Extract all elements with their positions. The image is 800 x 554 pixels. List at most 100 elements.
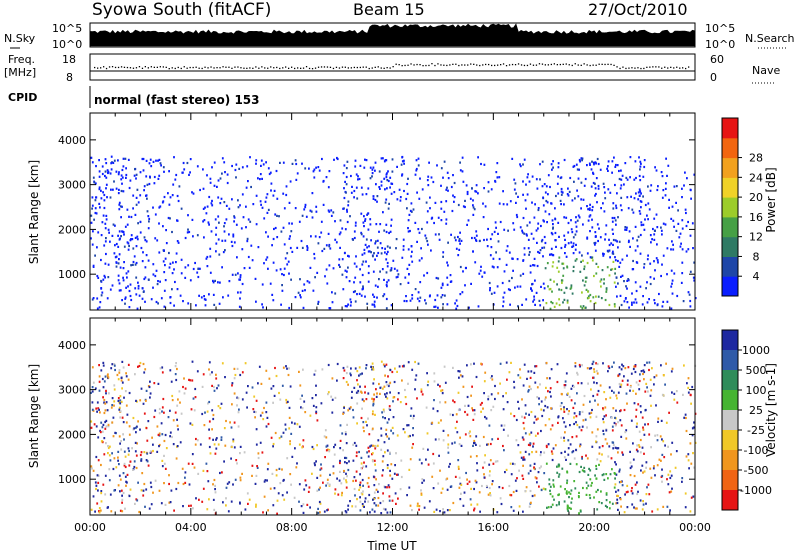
power-cell [664,223,667,226]
power-cell [164,264,166,267]
velocity-cell [667,483,670,486]
velocity-cell [209,373,212,376]
nave-point [368,67,370,70]
velocity-cell [595,369,598,373]
velocity-cell [572,450,575,453]
power-cell [131,238,134,241]
power-cell [374,258,376,261]
power-cell [607,160,610,163]
velocity-cell [498,486,501,489]
power-cell [647,218,649,221]
velocity-cell [643,452,645,455]
power-cell [346,305,348,308]
power-cell [179,294,182,297]
power-cell [502,296,505,299]
freq-tick-top: 18 [62,53,76,66]
velocity-cell [270,387,273,390]
nave-point [389,67,391,69]
velocity-cell [100,490,103,493]
velocity-cell [485,417,488,420]
power-cell [345,191,347,194]
velocity-cell [98,507,101,510]
power-cell [532,300,534,303]
power-cell [383,293,386,296]
power-cell [480,265,482,268]
nsky-label: N.Sky [4,32,36,45]
power-cell [615,223,617,226]
velocity-cell [128,449,130,453]
power-cell [103,199,106,202]
power-cell [333,158,335,161]
power-cell [529,264,532,267]
power-cell [216,185,218,188]
velocity-cell [378,382,380,386]
nsearch-label: N.Search [745,32,795,45]
nave-point [326,66,329,68]
power-cell [105,237,107,240]
nave-point [288,67,290,69]
power-cell [109,196,112,199]
power-cell [312,289,315,292]
velocity-cell [95,407,98,410]
power-cell [613,303,616,306]
velocity-cell [605,492,608,495]
nave-point [538,63,541,65]
velocity-cell [529,444,531,447]
power-cell [130,298,133,302]
velocity-cell [331,398,334,401]
velocity-cell [120,400,123,403]
power-cell [435,276,438,280]
velocity-cell [657,420,659,423]
power-cell [316,271,319,274]
power-cell [604,191,606,194]
power-cell [418,300,421,303]
power-cell [418,259,421,262]
power-cell [141,157,144,161]
power-cell [171,230,173,234]
velocity-cell [607,477,609,480]
power-cell [384,201,387,204]
power-cell [163,289,166,292]
velocity-cell [236,367,239,370]
nave-point [126,66,129,69]
power-cell [224,249,226,252]
velocity-cell [239,476,242,479]
velocity-cell [459,436,461,439]
power-cell [615,163,617,167]
velocity-cell [320,402,323,405]
power-cell [561,262,564,265]
velocity-cell [624,431,627,434]
velocity-cell [592,394,595,398]
velocity-cell [446,488,449,491]
power-cell [614,239,617,242]
velocity-cell [390,429,392,432]
power-cell [551,290,553,293]
power-cell [142,157,145,161]
nave-point [123,66,126,68]
velocity-cell [281,468,283,471]
power-cell [214,279,216,282]
power-cell [135,276,138,279]
power-cell [406,267,409,270]
power-cell [372,270,375,273]
nave-point [195,66,197,68]
power-cell [594,194,596,197]
velocity-cell [320,463,322,466]
power-cell [570,228,573,231]
power-cell [561,191,564,194]
power-cell [401,173,404,176]
velocity-cell [161,459,164,462]
velocity-cell [352,479,355,483]
velocity-cell [146,439,149,442]
velocity-cell [601,474,604,477]
power-cell [612,260,615,263]
velocity-cell [547,506,550,509]
nave-point [198,67,200,69]
power-cell [595,262,598,265]
velocity-cell [382,408,385,411]
power-cell [313,257,316,260]
velocity-cell [198,498,200,501]
power-cell [361,193,364,196]
velocity-cell [394,492,397,495]
